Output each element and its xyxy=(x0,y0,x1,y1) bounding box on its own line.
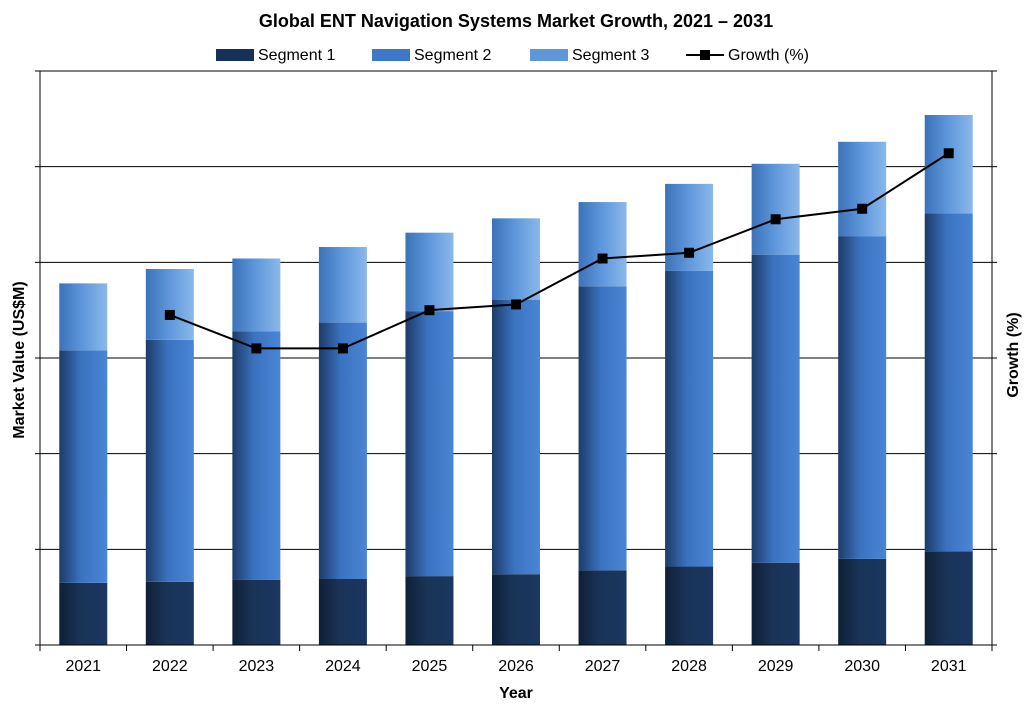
x-tick-label: 2030 xyxy=(844,658,880,675)
x-tick-label: 2029 xyxy=(758,658,794,675)
growth-marker xyxy=(511,299,521,310)
bar-segment-2 xyxy=(59,350,108,583)
legend-swatch-3 xyxy=(530,49,568,61)
bar-segment-1 xyxy=(232,579,281,645)
bar-segment-2 xyxy=(232,331,281,580)
bar-segment-2 xyxy=(838,236,887,559)
bar-segment-3 xyxy=(145,269,194,340)
bar-segment-3 xyxy=(838,141,887,237)
y-axis-label: Market Value (US$M) xyxy=(11,281,28,438)
bars xyxy=(59,115,973,645)
bar-segment-3 xyxy=(578,202,627,287)
growth-marker xyxy=(164,309,175,320)
bar-segment-1 xyxy=(59,582,108,645)
x-tick-label: 2022 xyxy=(152,658,188,675)
growth-line xyxy=(169,152,950,350)
bar-segment-1 xyxy=(578,570,627,645)
y2-axis-label: Growth (%) xyxy=(1005,312,1022,397)
bar-segment-2 xyxy=(751,254,800,563)
bar-segment-1 xyxy=(492,574,540,645)
growth-marker xyxy=(251,343,262,354)
legend-label: Segment 3 xyxy=(572,47,649,64)
x-tick-label: 2031 xyxy=(931,658,967,675)
chart-title: Global ENT Navigation Systems Market Gro… xyxy=(259,11,773,31)
legend-label: Growth (%) xyxy=(728,47,809,64)
growth-marker xyxy=(943,148,954,159)
bar-segment-2 xyxy=(924,213,973,552)
bar-segment-1 xyxy=(838,558,887,645)
bar-segment-2 xyxy=(492,299,540,575)
axes xyxy=(35,70,997,651)
x-tick-label: 2021 xyxy=(65,658,101,675)
growth-marker xyxy=(337,343,348,354)
legend-line-marker xyxy=(700,50,710,60)
x-tick-label: 2025 xyxy=(412,658,448,675)
x-tick-label: 2024 xyxy=(325,658,361,675)
x-tick-label: 2028 xyxy=(671,658,707,675)
x-tick-label: 2026 xyxy=(498,658,534,675)
bar-segment-3 xyxy=(232,258,281,332)
x-axis-label: Year xyxy=(499,685,533,702)
growth-marker xyxy=(857,203,868,214)
bar-segment-1 xyxy=(405,576,454,645)
bar-segment-1 xyxy=(665,566,714,645)
growth-line-group xyxy=(164,148,954,354)
bar-segment-3 xyxy=(492,218,540,300)
growth-marker xyxy=(684,247,695,258)
legend-label: Segment 1 xyxy=(258,47,335,64)
growth-marker xyxy=(424,305,435,316)
legend: Segment 1 Segment 2 Segment 3 Growth (%) xyxy=(216,47,809,64)
legend-label: Segment 2 xyxy=(414,47,491,64)
bar-segment-1 xyxy=(924,551,973,645)
growth-marker xyxy=(770,214,781,225)
legend-swatch-2 xyxy=(372,49,410,61)
bar-segment-3 xyxy=(59,283,108,351)
bar-segment-3 xyxy=(665,183,714,271)
bar-segment-2 xyxy=(578,286,627,571)
bar-segment-3 xyxy=(751,163,800,255)
legend-swatch-1 xyxy=(216,49,254,61)
x-tick-label: 2027 xyxy=(585,658,621,675)
bar-segment-2 xyxy=(318,322,367,579)
growth-marker xyxy=(597,253,608,264)
bar-segment-1 xyxy=(318,578,367,645)
bar-segment-2 xyxy=(665,270,714,567)
x-tick-label: 2023 xyxy=(239,658,275,675)
bar-segment-2 xyxy=(405,311,454,577)
x-tick-labels: 2021 2022 2023 2024 2025 2026 2027 2028 2029 2030… xyxy=(65,658,966,675)
bar-segment-2 xyxy=(145,339,194,582)
bar-segment-1 xyxy=(751,562,800,645)
bar-segment-1 xyxy=(145,581,194,645)
bar-segment-3 xyxy=(405,232,454,312)
bar-segment-3 xyxy=(318,247,367,323)
